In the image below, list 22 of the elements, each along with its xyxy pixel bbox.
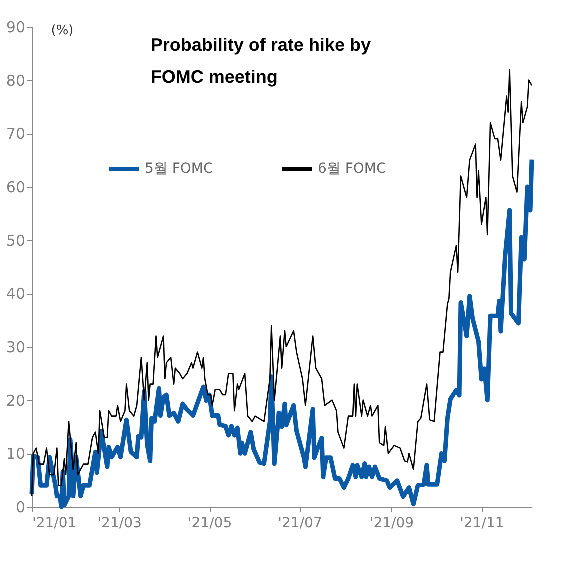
legend-label: 6월 FOMC: [318, 161, 387, 177]
y-tick-label: 40: [6, 285, 26, 304]
text: Probability of rate hike by: [150, 35, 371, 55]
x-tick-label: '21/11: [460, 516, 504, 532]
y-axis-title: (%): [51, 24, 74, 38]
x-tick-label: '21/07: [278, 516, 322, 532]
text: FOMC meeting: [150, 67, 278, 87]
x-tick-label: '21/01: [32, 516, 77, 532]
y-tick-label: 80: [6, 72, 26, 90]
y-tick-label: 20: [6, 392, 26, 410]
y-tick-label: 70: [6, 125, 26, 144]
y-tick-label: 30: [6, 338, 26, 356]
legend-label: 5월 FOMC: [145, 161, 214, 177]
y-tick-label: 60: [6, 178, 26, 196]
y-tick-label: 50: [6, 232, 26, 250]
line-series: [31, 69, 533, 497]
x-tick-label: '21/03: [98, 516, 142, 532]
x-tick-label: '21/05: [188, 516, 232, 532]
y-tick-label: 10: [6, 445, 26, 464]
y-tick-label: 90: [6, 18, 26, 36]
x-tick-label: '21/09: [370, 516, 414, 532]
y-tick-label: 0: [16, 498, 26, 516]
